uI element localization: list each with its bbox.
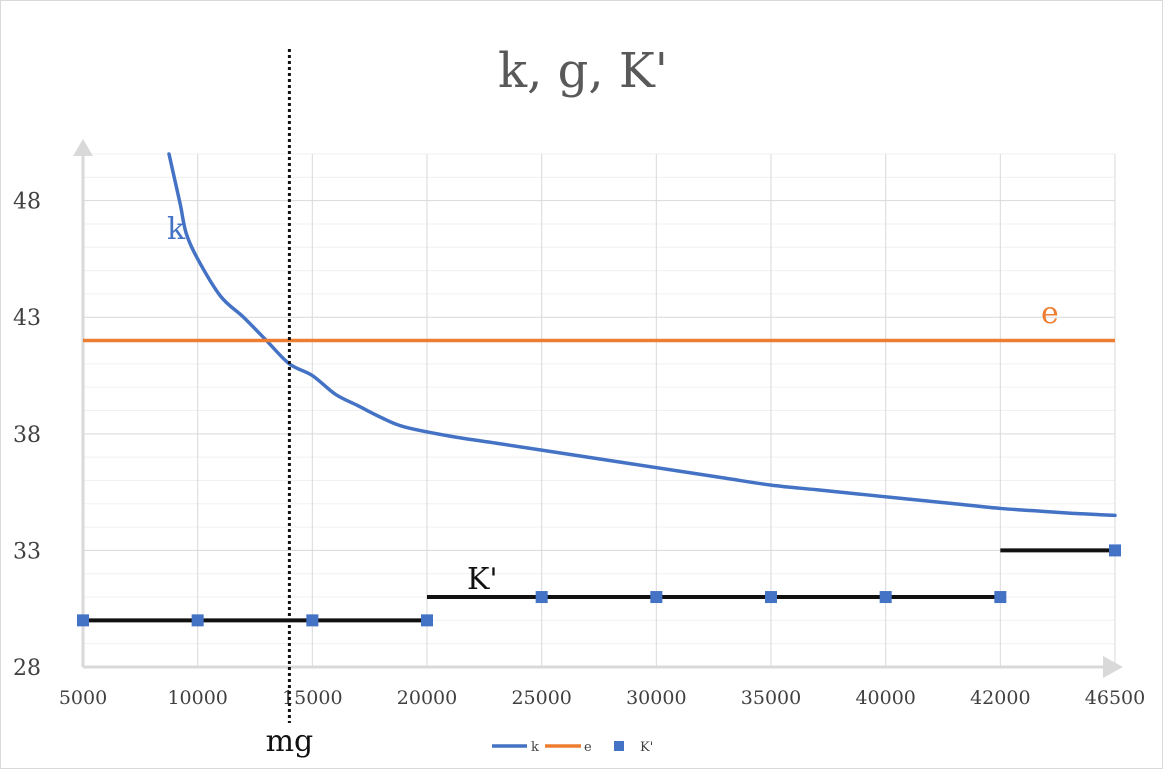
- kprime-marker: [77, 614, 89, 627]
- kprime-marker: [765, 591, 777, 604]
- mg-marker: mg: [266, 49, 314, 759]
- series-k: [167, 152, 1117, 518]
- y-tick-label: 48: [13, 190, 41, 215]
- legend-k-label: k: [531, 740, 539, 755]
- kprime-marker: [879, 591, 892, 604]
- x-tick-label: 30000: [626, 687, 686, 709]
- chart-title: k, g, K': [498, 43, 668, 99]
- axes: [73, 139, 1123, 678]
- x-axis-arrow: [1103, 656, 1123, 678]
- x-tick-label: 15000: [282, 687, 342, 709]
- legend: k e K': [492, 740, 653, 755]
- major-gridlines: [83, 154, 1116, 667]
- kprime-marker: [650, 591, 663, 604]
- mg-label: mg: [266, 724, 314, 759]
- kprime-step-segments: [83, 548, 1115, 623]
- x-tick-labels: 5000 10000 15000 20000 25000 30000 35000 40000 4…: [59, 687, 1145, 709]
- legend-kprime-label: K': [640, 740, 653, 755]
- x-tick-label: 20000: [397, 687, 457, 709]
- x-tick-label: 42000: [970, 687, 1030, 709]
- x-tick-label: 5000: [59, 687, 107, 709]
- x-tick-label: 10000: [167, 687, 227, 709]
- e-annotation: e: [1041, 296, 1059, 331]
- x-tick-label: 40000: [855, 687, 915, 709]
- kprime-annotation: K': [467, 562, 498, 597]
- kprime-marker: [1109, 544, 1121, 557]
- k-annotation: k: [167, 212, 186, 247]
- kprime-marker: [994, 591, 1007, 604]
- annotations: k e K': [167, 212, 1059, 597]
- x-tick-label: 35000: [741, 687, 801, 709]
- legend-kprime-swatch: [614, 741, 624, 751]
- kprime-marker: [191, 614, 204, 627]
- y-axis-arrow: [73, 139, 93, 156]
- y-tick-label: 28: [13, 656, 41, 681]
- kprime-marker: [306, 614, 319, 627]
- k-curve: [167, 152, 1117, 518]
- y-tick-label: 33: [13, 539, 41, 564]
- y-tick-label: 38: [13, 423, 41, 448]
- minor-gridlines: [83, 153, 1115, 645]
- x-tick-label: 25000: [511, 687, 571, 709]
- series-kprime: [77, 544, 1121, 627]
- kprime-marker: [535, 591, 548, 604]
- y-tick-labels: 48 43 38 33 28: [13, 190, 41, 681]
- y-tick-label: 43: [13, 306, 41, 331]
- kprime-marker: [421, 614, 433, 627]
- legend-e-label: e: [584, 740, 592, 755]
- x-tick-label: 46500: [1085, 687, 1145, 709]
